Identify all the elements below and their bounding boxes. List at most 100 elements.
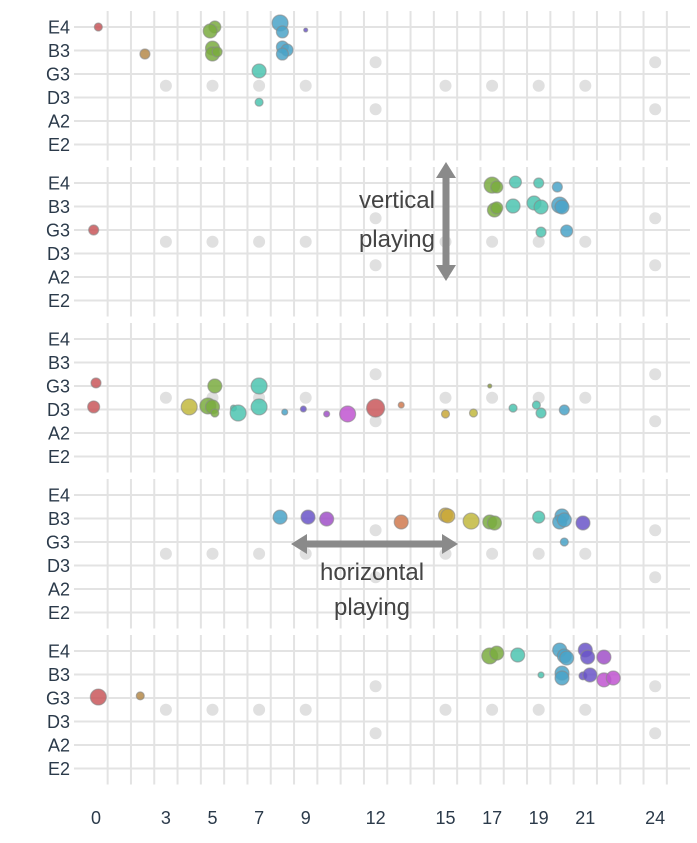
data-point	[366, 398, 386, 418]
x-tick-label: 12	[366, 808, 386, 828]
fret-marker-dot	[369, 571, 382, 584]
y-tick-label: E2	[48, 135, 70, 155]
y-tick-label: E4	[48, 330, 70, 350]
data-point	[556, 512, 572, 528]
y-tick-label: A2	[48, 580, 70, 600]
fret-marker-dot	[439, 391, 452, 404]
fret-marker-dot	[649, 415, 662, 428]
data-point	[532, 510, 546, 524]
fret-marker-dot	[649, 680, 662, 693]
data-point	[211, 46, 223, 58]
fret-marker-dot	[486, 703, 499, 716]
data-point	[90, 377, 102, 389]
fret-marker-dot	[532, 79, 545, 92]
data-point	[275, 47, 289, 61]
y-tick-label: A2	[48, 424, 70, 444]
data-point	[490, 201, 504, 215]
data-point	[533, 199, 549, 215]
data-point	[490, 180, 504, 194]
x-tick-label: 7	[254, 808, 264, 828]
y-tick-label: D3	[47, 88, 70, 108]
data-point	[508, 175, 523, 189]
y-tick-label: B3	[48, 665, 70, 685]
fret-marker-dot	[579, 79, 592, 92]
y-tick-label: A2	[48, 736, 70, 756]
x-tick-label: 5	[207, 808, 217, 828]
y-tick-label: B3	[48, 509, 70, 529]
data-point	[272, 509, 288, 525]
y-tick-label: G3	[46, 533, 70, 553]
annotation-horizontal-line1: horizontal	[320, 559, 424, 586]
data-point	[87, 400, 101, 414]
fret-marker-dot	[649, 56, 662, 69]
y-tick-label: B3	[48, 353, 70, 373]
fret-marker-dot	[206, 703, 219, 716]
data-point	[537, 671, 545, 679]
data-point	[580, 649, 596, 665]
y-tick-label: E2	[48, 603, 70, 623]
arrow-head-up	[436, 162, 456, 178]
fret-marker-dot	[439, 703, 452, 716]
fret-marker-dot	[579, 391, 592, 404]
fret-marker-dot	[532, 703, 545, 716]
data-point	[397, 401, 405, 409]
fret-marker-dot	[532, 547, 545, 560]
y-tick-label: G3	[46, 65, 70, 85]
y-tick-label: D3	[47, 556, 70, 576]
fret-marker-dot	[369, 524, 382, 537]
y-tick-label: A2	[48, 112, 70, 132]
data-point	[300, 509, 316, 525]
fret-marker-dot	[369, 103, 382, 116]
y-tick-label: B3	[48, 197, 70, 217]
fret-marker-dot	[159, 391, 172, 404]
y-tick-label: E4	[48, 18, 70, 38]
fret-marker-dot	[253, 235, 266, 248]
data-point	[531, 400, 541, 410]
data-point	[575, 515, 591, 531]
fret-marker-dot	[649, 368, 662, 381]
data-point	[281, 408, 289, 416]
data-point	[554, 670, 570, 686]
fret-marker-dot	[486, 391, 499, 404]
y-tick-label: G3	[46, 689, 70, 709]
fret-marker-dot	[649, 103, 662, 116]
data-point	[180, 398, 198, 416]
data-point	[487, 383, 493, 389]
data-point	[508, 403, 518, 413]
y-tick-label: G3	[46, 221, 70, 241]
x-tick-label: 21	[575, 808, 595, 828]
data-point	[440, 409, 451, 419]
data-point	[554, 199, 570, 215]
fret-marker-dot	[253, 703, 266, 716]
x-tick-label: 9	[301, 808, 311, 828]
fret-marker-dot	[159, 235, 172, 248]
data-point	[202, 23, 218, 39]
data-point	[468, 408, 479, 418]
fret-marker-dot	[206, 79, 219, 92]
data-point	[462, 512, 480, 530]
fret-marker-dot	[159, 547, 172, 560]
x-tick-label: 3	[161, 808, 171, 828]
data-point	[319, 511, 335, 527]
fret-marker-dot	[579, 235, 592, 248]
data-point	[510, 647, 526, 663]
x-tick-label: 15	[435, 808, 455, 828]
x-tick-label: 0	[91, 808, 101, 828]
arrow-head-right	[442, 534, 458, 554]
data-point	[535, 226, 547, 238]
fret-marker-dot	[299, 391, 312, 404]
data-point	[533, 177, 545, 189]
fret-marker-dot	[649, 727, 662, 740]
arrow-head-left	[291, 534, 307, 554]
fret-marker-dot	[369, 680, 382, 693]
fret-marker-dot	[206, 235, 219, 248]
y-tick-label: E4	[48, 174, 70, 194]
data-point	[251, 63, 267, 79]
fret-marker-dot	[369, 56, 382, 69]
x-tick-label: 24	[645, 808, 665, 828]
data-point	[339, 405, 357, 423]
data-point	[323, 410, 331, 418]
data-point	[139, 48, 151, 60]
x-tick-label: 17	[482, 808, 502, 828]
fret-marker-dot	[579, 703, 592, 716]
